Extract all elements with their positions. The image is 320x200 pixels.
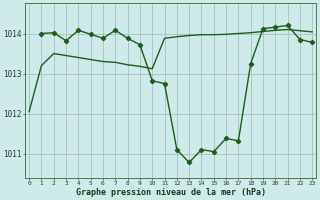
X-axis label: Graphe pression niveau de la mer (hPa): Graphe pression niveau de la mer (hPa) [76,188,266,197]
